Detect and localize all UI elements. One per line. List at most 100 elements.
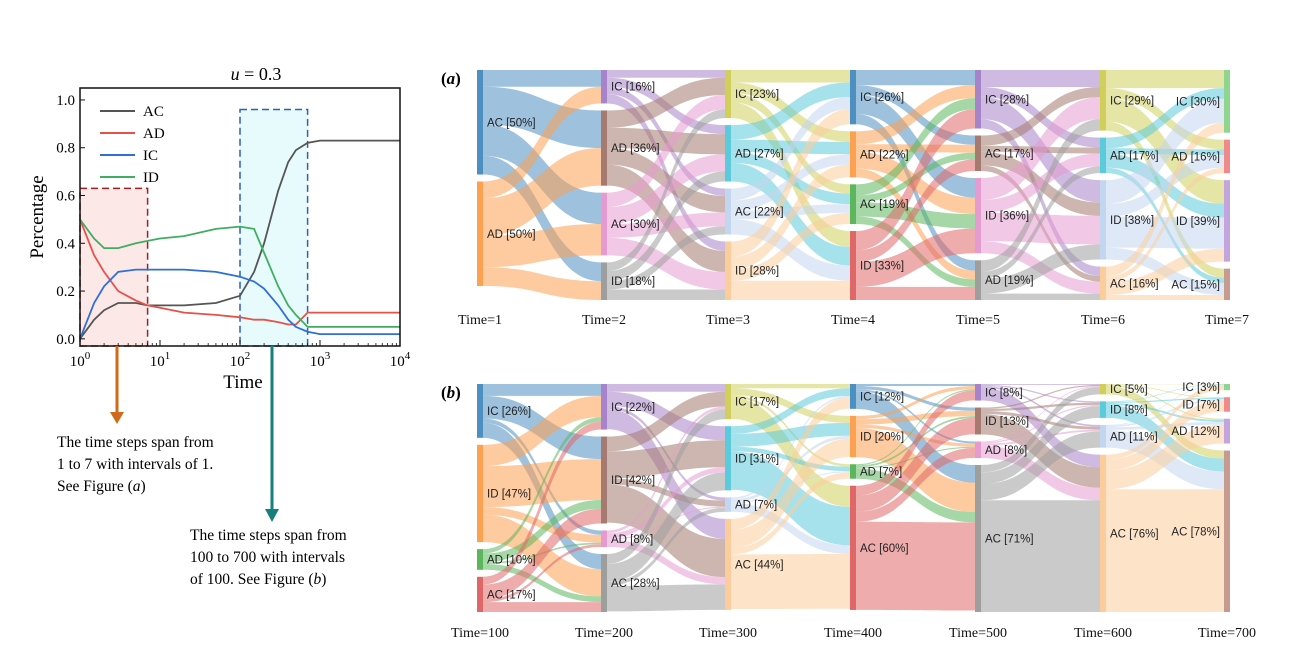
sankey-link bbox=[483, 384, 601, 396]
sankey-node-label: AD [10%] bbox=[487, 554, 536, 566]
sankey-link bbox=[981, 70, 1100, 87]
sankey-node-ic bbox=[1100, 384, 1106, 394]
legend-label-id: ID bbox=[143, 170, 159, 186]
sankey-node-ac bbox=[1100, 455, 1106, 612]
sankey-node-label: AD [16%] bbox=[1171, 151, 1220, 163]
sankey-node-label: AC [71%] bbox=[985, 534, 1034, 546]
sankey-node-label: ID [20%] bbox=[860, 432, 904, 444]
sankey-node-id bbox=[975, 178, 981, 253]
sankey-node-id bbox=[1100, 180, 1106, 259]
sankey-node-ad bbox=[1100, 138, 1106, 174]
time-label: Time=400 bbox=[824, 626, 882, 641]
sankey-node-id bbox=[850, 416, 856, 457]
sankey-node-ad bbox=[725, 125, 731, 181]
arrow-b-head bbox=[265, 509, 279, 522]
sankey-node-label: AC [17%] bbox=[487, 589, 536, 601]
sankey-link bbox=[731, 70, 850, 82]
sankey-link bbox=[981, 294, 1100, 300]
y-tick-label: 0.6 bbox=[56, 189, 75, 205]
y-tick-label: 0.2 bbox=[56, 284, 75, 300]
panel-label: (b) bbox=[441, 383, 461, 402]
sankey-node-ic bbox=[1224, 70, 1230, 133]
sankey-node-label: AC [78%] bbox=[1171, 526, 1220, 538]
y-tick-label: 0.4 bbox=[56, 236, 75, 252]
sankey-node-label: ID [39%] bbox=[1176, 216, 1220, 228]
sankey-node-label: IC [8%] bbox=[985, 387, 1023, 399]
sankey-node-ac bbox=[1224, 451, 1230, 612]
legend-label-ad: AD bbox=[143, 126, 165, 142]
arrow-a-head bbox=[110, 412, 124, 424]
sankey-node-id bbox=[725, 241, 731, 300]
sankey-node-label: AD [50%] bbox=[487, 229, 536, 241]
sankey-link bbox=[731, 281, 850, 300]
sankey-node-ac bbox=[601, 554, 607, 612]
sankey-link bbox=[1106, 295, 1224, 300]
x-tick-label: 104 bbox=[390, 350, 411, 370]
sankey-link bbox=[1106, 70, 1224, 88]
time-label: Time=4 bbox=[831, 313, 875, 328]
sankey-node-ad bbox=[477, 549, 483, 570]
sankey-link bbox=[607, 70, 725, 78]
sankey-node-ac bbox=[601, 193, 607, 256]
sankey-node-label: ID [13%] bbox=[985, 416, 1029, 428]
sankey-node-ad bbox=[975, 441, 981, 458]
sankey-node-label: ID [18%] bbox=[611, 276, 655, 288]
chart-title: u = 0.3 bbox=[231, 64, 282, 84]
sankey-node-ic bbox=[850, 384, 856, 409]
sankey-node-id bbox=[975, 408, 981, 435]
sankey-node-ic bbox=[1100, 70, 1106, 131]
time-label: Time=200 bbox=[575, 626, 633, 641]
sankey-node-ac bbox=[850, 184, 856, 224]
sankey-node-label: AC [19%] bbox=[860, 199, 909, 211]
sankey-node-id bbox=[850, 231, 856, 300]
sankey-link bbox=[607, 384, 725, 392]
sankey-panel-a: (a)AC [50%]AD [50%]Time=1IC [16%]AD [36%… bbox=[441, 69, 1249, 328]
legend-label-ic: IC bbox=[143, 148, 158, 164]
time-label: Time=600 bbox=[1074, 626, 1132, 641]
sankey-node-label: IC [17%] bbox=[735, 397, 779, 409]
sankey-node-label: ID [28%] bbox=[735, 266, 779, 278]
sankey-link bbox=[731, 384, 850, 388]
time-label: Time=6 bbox=[1081, 313, 1125, 328]
sankey-node-ad bbox=[601, 110, 607, 185]
sankey-node-ic bbox=[1224, 384, 1230, 390]
legend-label-ac: AC bbox=[143, 104, 164, 120]
sankey-node-label: IC [30%] bbox=[1176, 96, 1220, 108]
sankey-node-label: AC [30%] bbox=[611, 219, 660, 231]
sankey-link bbox=[856, 70, 975, 85]
sankey-node-ic bbox=[975, 384, 981, 401]
sankey-node-label: AC [44%] bbox=[735, 559, 784, 571]
sankey-node-label: IC [28%] bbox=[985, 94, 1029, 106]
x-tick-label: 100 bbox=[70, 350, 91, 370]
highlight-box-a bbox=[80, 188, 148, 346]
sankey-node-label: AC [28%] bbox=[611, 578, 660, 590]
sankey-node-id bbox=[1224, 397, 1230, 411]
sankey-link bbox=[483, 70, 601, 87]
time-label: Time=500 bbox=[949, 626, 1007, 641]
sankey-node-label: AC [15%] bbox=[1171, 279, 1220, 291]
sankey-node-label: IC [12%] bbox=[860, 391, 904, 403]
sankey-node-ad bbox=[850, 131, 856, 177]
x-axis-label: Time bbox=[223, 372, 262, 393]
sankey-node-ic bbox=[601, 70, 607, 103]
sankey-node-ac bbox=[850, 486, 856, 610]
sankey-link bbox=[981, 500, 1100, 612]
sankey-node-ac bbox=[1224, 269, 1230, 300]
sankey-link bbox=[483, 602, 601, 612]
sankey-node-ic bbox=[975, 70, 981, 129]
sankey-node-label: AC [76%] bbox=[1110, 528, 1159, 540]
sankey-node-ic bbox=[477, 384, 483, 438]
sankey-node-label: AD [17%] bbox=[1110, 150, 1159, 162]
sankey-node-ac bbox=[1100, 267, 1106, 300]
sankey-node-label: IC [23%] bbox=[735, 89, 779, 101]
sankey-node-id bbox=[1224, 180, 1230, 262]
time-label: Time=5 bbox=[956, 313, 1000, 328]
sankey-node-id bbox=[1100, 401, 1106, 418]
sankey-node-label: AD [27%] bbox=[735, 148, 784, 160]
sankey-node-label: AC [17%] bbox=[985, 148, 1034, 160]
sankey-node-label: AD [11%] bbox=[1110, 431, 1158, 443]
